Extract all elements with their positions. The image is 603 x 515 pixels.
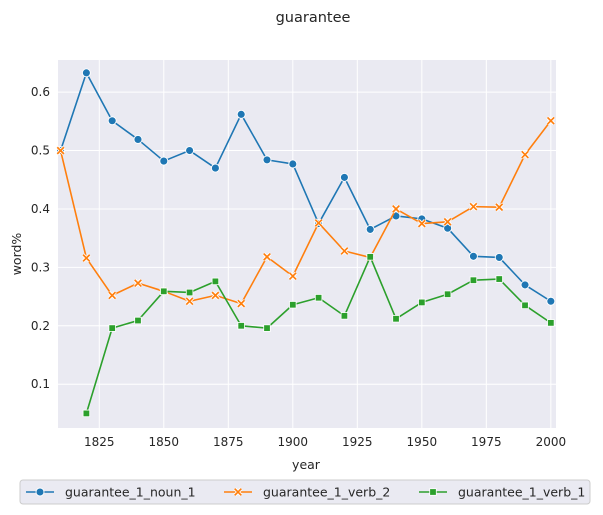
data-point — [495, 275, 503, 283]
legend: guarantee_1_noun_1 guarantee_1_verb_2 guar… — [19, 479, 591, 505]
data-point — [108, 324, 116, 332]
data-point — [107, 116, 117, 126]
y-tick-label: 0.6 — [31, 85, 50, 99]
legend-label: guarantee_1_noun_1 — [65, 485, 196, 500]
data-point — [133, 278, 143, 288]
data-point — [263, 324, 271, 332]
legend-marker — [233, 487, 243, 497]
data-point — [159, 156, 169, 166]
data-point — [134, 316, 142, 325]
data-point — [314, 218, 324, 228]
data-point — [469, 276, 478, 284]
data-point — [288, 271, 298, 281]
data-point — [468, 202, 478, 212]
data-point — [185, 146, 195, 155]
data-point — [82, 409, 91, 418]
data-point — [468, 251, 478, 261]
legend-item: guarantee_1_noun_1 — [26, 485, 196, 500]
y-tick-label: 0.1 — [31, 377, 50, 391]
legend-marker — [35, 487, 45, 497]
data-point — [391, 204, 401, 214]
data-point — [494, 252, 504, 262]
y-axis-label: word% — [9, 233, 24, 276]
y-tick-label: 0.4 — [31, 202, 50, 216]
data-point — [520, 150, 530, 160]
data-point — [547, 319, 555, 327]
series-line — [59, 120, 552, 305]
data-point — [185, 296, 195, 306]
data-point — [418, 298, 426, 307]
x-tick-label: 1850 — [149, 435, 180, 449]
data-point — [339, 172, 349, 182]
legend-box — [19, 479, 591, 505]
grid-lines — [58, 60, 556, 428]
chart-title: guarantee — [276, 10, 351, 26]
legend-label: guarantee_1_verb_1 — [458, 485, 585, 500]
data-point — [443, 217, 453, 227]
x-tick-label: 1825 — [84, 435, 115, 449]
data-point — [262, 155, 272, 165]
data-point — [443, 223, 453, 233]
y-tick-label: 0.3 — [31, 260, 50, 274]
series-2 — [56, 116, 556, 309]
x-tick-label: 1950 — [407, 435, 438, 449]
data-point — [210, 163, 220, 173]
legend-label: guarantee_1_verb_2 — [263, 485, 390, 500]
data-point — [262, 252, 272, 262]
legend-item: guarantee_1_verb_1 — [419, 485, 585, 500]
data-point — [366, 253, 374, 261]
x-tick-label: 1975 — [471, 435, 502, 449]
data-point — [546, 116, 556, 126]
series-layer — [56, 68, 556, 418]
data-point — [237, 322, 245, 330]
legend-marker — [429, 488, 437, 496]
data-point — [160, 287, 168, 296]
y-tick-label: 0.5 — [31, 144, 50, 158]
data-point — [236, 109, 246, 119]
data-point — [521, 301, 529, 310]
data-point — [494, 202, 504, 212]
data-point — [81, 253, 91, 263]
y-tick-label: 0.2 — [31, 319, 50, 333]
x-tick-label: 1875 — [213, 435, 244, 449]
data-point — [340, 312, 349, 320]
y-axis-ticks: 0.1 0.2 0.3 0.4 0.5 0.6 — [31, 85, 50, 391]
series-line — [59, 72, 552, 302]
data-point — [56, 146, 66, 156]
x-axis-label: year — [292, 457, 321, 472]
data-point — [185, 288, 194, 297]
data-point — [546, 296, 556, 306]
data-point — [392, 315, 400, 323]
legend-item: guarantee_1_verb_2 — [224, 485, 390, 500]
plot-area — [58, 60, 556, 428]
data-point — [288, 159, 298, 169]
x-tick-label: 1925 — [342, 435, 373, 449]
data-point — [211, 277, 220, 286]
x-axis-ticks: 1825 1850 1875 1900 1925 1950 1975 2000 — [84, 435, 566, 449]
data-point — [417, 219, 427, 229]
data-point — [210, 290, 220, 300]
series-3 — [82, 253, 555, 418]
data-point — [133, 134, 143, 144]
series-1 — [56, 68, 556, 306]
x-tick-label: 1900 — [278, 435, 309, 449]
data-point — [236, 299, 246, 309]
data-point — [520, 280, 530, 290]
data-point — [339, 246, 349, 256]
data-point — [107, 290, 117, 300]
data-point — [365, 224, 375, 234]
data-point — [289, 301, 297, 309]
data-point — [81, 68, 91, 78]
data-point — [443, 290, 452, 298]
x-tick-label: 2000 — [536, 435, 567, 449]
data-point — [314, 294, 323, 302]
